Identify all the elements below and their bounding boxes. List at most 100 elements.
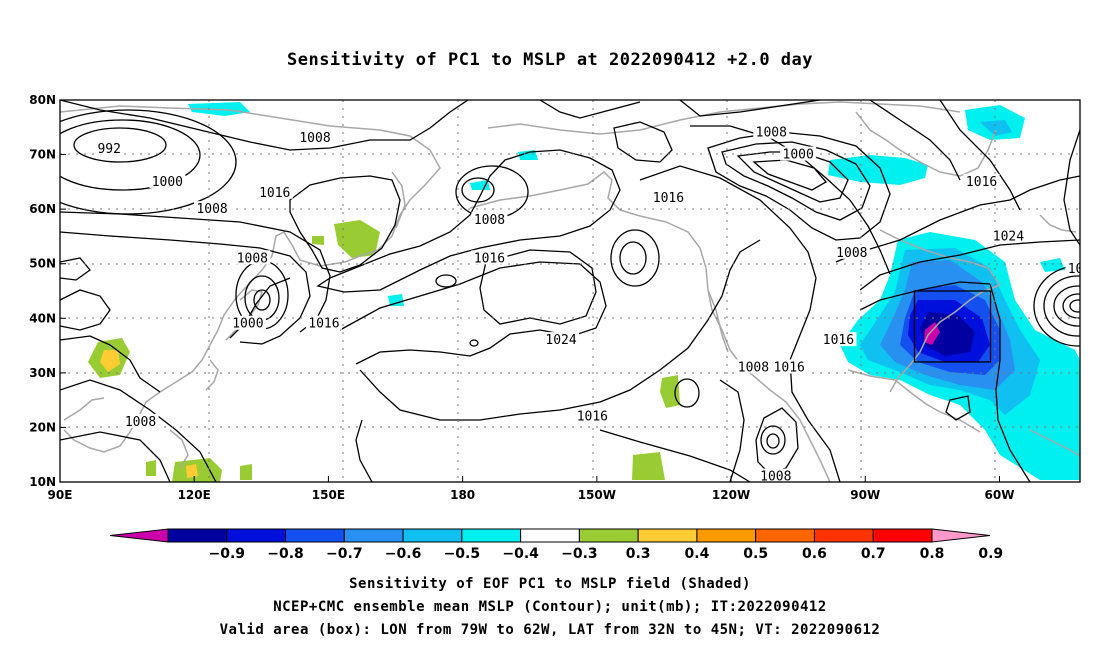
isobar [674, 378, 700, 408]
contour-label: 1008 [836, 246, 867, 261]
colorbar-label: 0.3 [626, 546, 651, 562]
coastline [469, 171, 701, 249]
isobar [766, 433, 780, 449]
contour-label: 1016 [774, 360, 805, 375]
negative-sensitivity-region [388, 294, 404, 306]
colorbar-swatch [637, 528, 698, 543]
coastline [391, 171, 406, 229]
colorbar-label: 0.4 [685, 546, 710, 562]
colorbar-label: −0.7 [326, 546, 363, 562]
contour-label-bg [780, 146, 817, 161]
isobar [707, 131, 891, 241]
isobar [1063, 129, 1080, 246]
lon-tick-label: 150W [578, 488, 616, 502]
isobar [60, 379, 217, 482]
lat-tick-label: 80N [29, 93, 56, 107]
isobar [73, 127, 167, 163]
contour-label: 1008 [196, 202, 227, 217]
contour-label-bg [963, 173, 1000, 188]
positive-sensitivity-region [660, 375, 680, 408]
isobar [859, 281, 991, 311]
colorbar-label: −0.5 [444, 546, 481, 562]
lon-tick-label: 180 [450, 488, 475, 502]
contour-label: 1016 [966, 175, 997, 190]
isobar [721, 141, 871, 221]
caption-valid-area: Valid area (box): LON from 79W to 62W, L… [219, 622, 881, 638]
contour-label: 1016 [577, 410, 608, 425]
isobar [60, 257, 91, 281]
contour-label: 1016 [474, 251, 505, 266]
isobar [469, 339, 479, 347]
isobar [599, 429, 751, 482]
caption-contour: NCEP+CMC ensemble mean MSLP (Contour); u… [273, 599, 827, 615]
lat-tick-label: 50N [29, 257, 56, 271]
colorbar-low-arrow [109, 528, 169, 543]
sensitivity-shading [88, 102, 1080, 482]
isobar [479, 249, 597, 325]
coastline [225, 289, 263, 341]
isobar [253, 289, 271, 311]
isobar [539, 100, 641, 119]
contour-label-bg [574, 408, 611, 423]
contour-label: 1008 [756, 126, 787, 141]
colorbar-swatch [813, 528, 874, 543]
positive-sensitivity-region [146, 460, 156, 476]
valid-area-box [913, 290, 992, 363]
isobar [679, 100, 821, 117]
isobar [869, 100, 961, 181]
contour-label: 1008 [125, 415, 156, 430]
negative-sensitivity-region [518, 150, 538, 160]
coastline [707, 289, 729, 353]
colorbar-label: −0.9 [209, 546, 246, 562]
contour-label-bg [297, 130, 333, 145]
isobar [945, 395, 971, 421]
colorbar-swatch [696, 528, 757, 543]
isobar [60, 231, 311, 345]
lon-tick-label: 90E [48, 488, 73, 502]
isobar [60, 431, 171, 482]
isobar [719, 379, 745, 482]
colorbar-swatch [343, 528, 404, 543]
isobar [613, 121, 673, 163]
lat-tick-label: 70N [29, 148, 56, 162]
coastline [1039, 214, 1077, 233]
contour-label-bg [122, 413, 159, 428]
colorbar-label: 0.9 [978, 546, 1003, 562]
contour-label-bg [990, 228, 1027, 243]
colorbar-swatch [578, 528, 639, 543]
contour-label-bg [1065, 261, 1080, 276]
contour-label-bg [234, 250, 271, 265]
isobar [619, 241, 647, 275]
negative-sensitivity-region [828, 155, 928, 185]
contour-label: 1008 [299, 131, 330, 146]
isobar [60, 289, 111, 331]
contour-label-bg [650, 190, 687, 205]
contour-label-bg [543, 332, 580, 347]
colorbar-label: −0.4 [502, 546, 539, 562]
isobar [1069, 299, 1080, 313]
isobar [610, 229, 660, 287]
contour-label: 1016 [259, 186, 290, 201]
colorbar: −0.9 −0.8 −0.7 −0.6 −0.5 −0.4 −0.3 0.3 0.4 0.5 0.6… [109, 528, 1003, 562]
lat-tick-label: 20N [29, 420, 56, 434]
isobar [755, 407, 799, 475]
isobar [316, 149, 621, 293]
isobar [359, 239, 761, 421]
coastline [169, 429, 189, 469]
isobar [835, 175, 1080, 263]
coastline [487, 101, 961, 135]
positive-sensitivity-region [632, 452, 665, 480]
contour-label-bg [471, 250, 508, 265]
contour-label: 1016 [653, 191, 684, 206]
colorbar-label: −0.3 [561, 546, 598, 562]
contour-label: 1008 [474, 213, 505, 228]
caption-shading: Sensitivity of EOF PC1 to MSLP field (Sh… [349, 576, 751, 592]
colorbar-label: −0.6 [385, 546, 422, 562]
contour-label-bg [95, 141, 124, 156]
negative-sensitivity-region [1040, 258, 1065, 272]
isobar [752, 159, 828, 191]
colorbar-swatch [872, 528, 933, 543]
colorbar-swatch [226, 528, 287, 543]
lon-tick-label: 60W [985, 488, 1015, 502]
positive-sensitivity-region [312, 236, 324, 245]
